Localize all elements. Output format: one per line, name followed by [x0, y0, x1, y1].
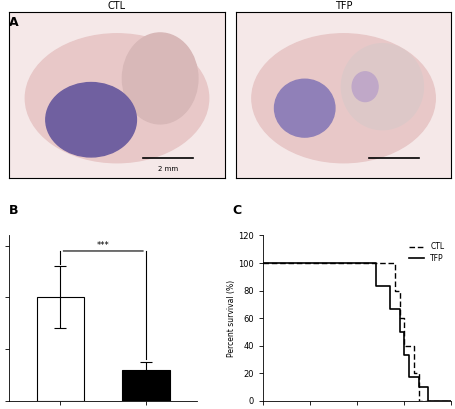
Ellipse shape: [274, 79, 334, 137]
Text: B: B: [9, 204, 19, 218]
Text: A: A: [9, 16, 19, 29]
Ellipse shape: [25, 34, 208, 163]
Bar: [37, 297, 84, 401]
Title: CTL: CTL: [108, 2, 126, 11]
Title: TFP: TFP: [334, 2, 352, 11]
Text: 2 mm: 2 mm: [157, 166, 177, 172]
Bar: [122, 370, 169, 401]
Ellipse shape: [251, 34, 435, 163]
Ellipse shape: [122, 33, 197, 124]
Ellipse shape: [341, 44, 422, 130]
Text: ***: ***: [96, 241, 109, 250]
Ellipse shape: [46, 83, 136, 157]
Ellipse shape: [351, 72, 377, 101]
Y-axis label: Percent survival (%): Percent survival (%): [226, 280, 235, 357]
Legend: CTL, TFP: CTL, TFP: [405, 239, 447, 266]
Text: C: C: [232, 204, 241, 218]
